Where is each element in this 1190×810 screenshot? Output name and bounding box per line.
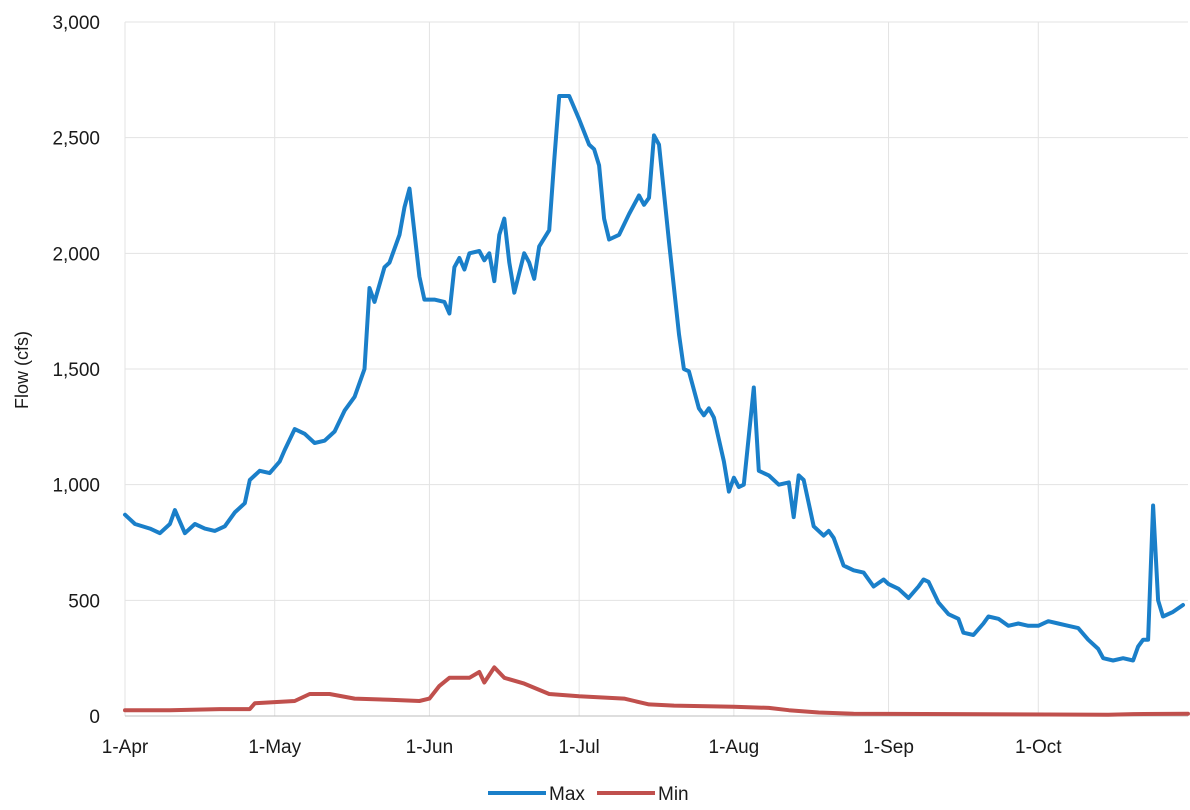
y-axis-title: Flow (cfs) bbox=[12, 331, 32, 409]
series-line-min bbox=[123, 665, 1190, 717]
series-lines bbox=[123, 94, 1190, 717]
y-tick-label: 1,500 bbox=[52, 360, 100, 381]
y-tick-label: 3,000 bbox=[52, 13, 100, 34]
x-tick-label: 1-Oct bbox=[1015, 737, 1062, 758]
x-tick-label: 1-Jul bbox=[559, 737, 600, 758]
x-tick-label: 1-May bbox=[248, 737, 301, 758]
x-tick-label: 1-Apr bbox=[102, 737, 149, 758]
x-axis: 1-Apr 1-May 1-Jun 1-Jul 1-Aug 1-Sep 1-Oct bbox=[102, 715, 1188, 758]
y-tick-label: 500 bbox=[68, 591, 100, 612]
x-tick-label: 1-Jun bbox=[406, 737, 454, 758]
legend: Max Min bbox=[488, 784, 689, 805]
x-tick-label: 1-Aug bbox=[709, 737, 760, 758]
y-tick-label: 0 bbox=[89, 707, 100, 728]
x-tick-label: 1-Sep bbox=[863, 737, 914, 758]
y-axis: 0 500 1,000 1,500 2,000 2,500 3,000 bbox=[52, 13, 100, 728]
gridlines bbox=[124, 21, 1188, 716]
legend-label-max: Max bbox=[549, 784, 585, 805]
legend-label-min: Min bbox=[658, 784, 689, 805]
y-tick-label: 1,000 bbox=[52, 476, 100, 497]
y-tick-label: 2,500 bbox=[52, 129, 100, 150]
y-tick-label: 2,000 bbox=[52, 244, 100, 265]
series-line-max bbox=[123, 94, 1185, 663]
